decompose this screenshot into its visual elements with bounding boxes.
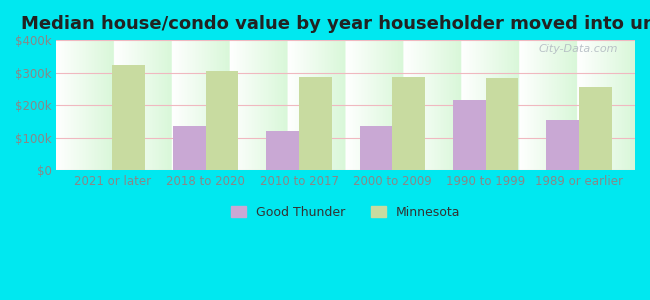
Bar bbox=[206, 71, 239, 170]
Bar bbox=[579, 87, 612, 170]
Bar bbox=[547, 120, 579, 170]
Bar bbox=[173, 126, 206, 170]
Bar bbox=[299, 77, 332, 170]
Text: City-Data.com: City-Data.com bbox=[538, 44, 617, 54]
Bar bbox=[359, 126, 393, 170]
Bar bbox=[486, 79, 518, 170]
Legend: Good Thunder, Minnesota: Good Thunder, Minnesota bbox=[231, 206, 460, 219]
Bar bbox=[112, 64, 145, 170]
Bar bbox=[393, 77, 425, 170]
Bar bbox=[453, 100, 486, 170]
Title: Median house/condo value by year householder moved into unit: Median house/condo value by year househo… bbox=[21, 15, 650, 33]
Bar bbox=[266, 131, 299, 170]
